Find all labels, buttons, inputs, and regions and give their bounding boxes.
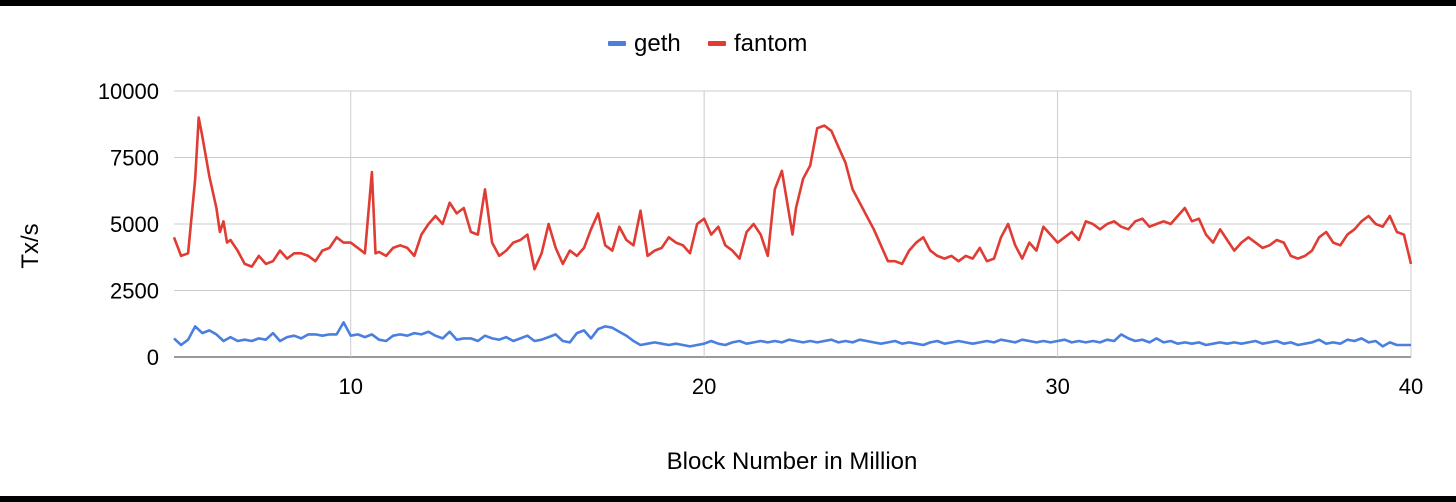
legend-swatch-geth [608, 41, 626, 46]
legend-label-fantom: fantom [734, 30, 807, 57]
y-axis-title: Tx/s [17, 223, 44, 268]
chart-panel: 0 2500 5000 7500 10000 10 20 30 40 geth fantom … [0, 6, 1456, 496]
x-tick-label-1: 20 [692, 374, 716, 399]
y-tick-label-0: 0 [147, 345, 159, 370]
x-axis-title: Block Number in Million [667, 448, 918, 475]
series-lines [172, 116, 1413, 348]
legend: geth fantom [608, 30, 807, 57]
series-line-fantom [172, 116, 1413, 271]
x-tick-label-2: 30 [1045, 374, 1069, 399]
y-tick-label-4: 10000 [98, 79, 159, 104]
y-tick-label-2: 5000 [110, 212, 159, 237]
y-axis-ticks: 0 2500 5000 7500 10000 [98, 79, 159, 370]
x-tick-label-0: 10 [338, 374, 362, 399]
x-tick-label-3: 40 [1399, 374, 1423, 399]
legend-label-geth: geth [634, 30, 681, 57]
series-line-geth [173, 321, 1411, 348]
grid-lines [174, 90, 1412, 358]
y-tick-label-1: 2500 [110, 279, 159, 304]
y-tick-label-3: 7500 [110, 146, 159, 171]
legend-swatch-fantom [708, 41, 726, 46]
x-axis-ticks: 10 20 30 40 [338, 374, 1423, 399]
